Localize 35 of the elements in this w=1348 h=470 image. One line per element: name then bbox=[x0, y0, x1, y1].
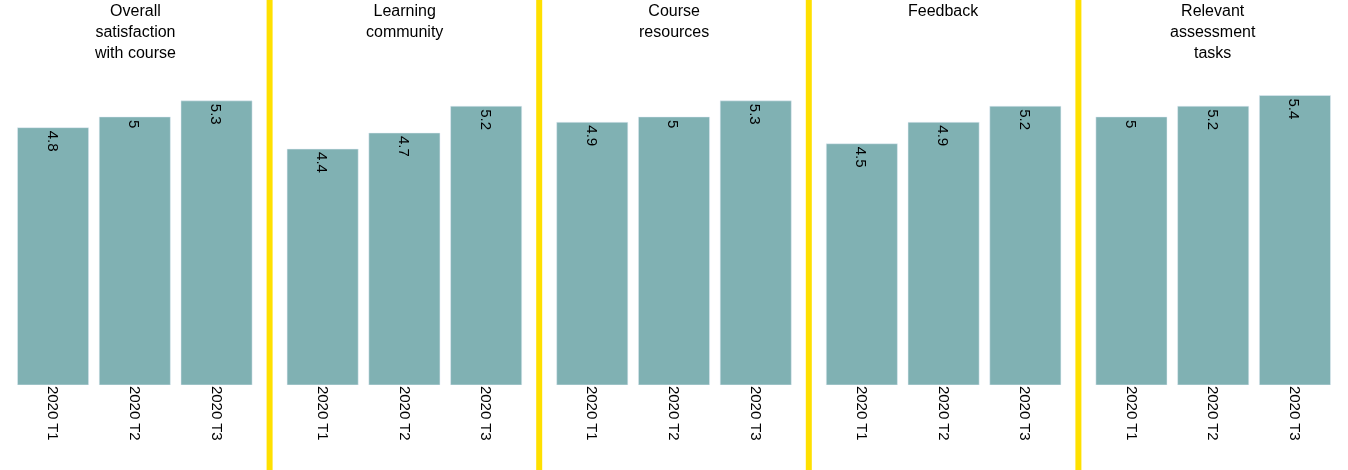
x-tick-label: 2020 T3 bbox=[1287, 385, 1305, 441]
data-label: 5 bbox=[126, 119, 144, 129]
data-label: 5.3 bbox=[208, 103, 226, 125]
data-label: 5.2 bbox=[1204, 109, 1222, 131]
data-label: 4.5 bbox=[853, 146, 871, 168]
data-label: 4.4 bbox=[314, 152, 332, 173]
chart-title: Feedback bbox=[908, 2, 980, 19]
x-tick-label: 2020 T2 bbox=[1205, 385, 1223, 441]
data-label: 5 bbox=[665, 119, 683, 129]
x-tick-label: 2020 T1 bbox=[45, 385, 63, 441]
x-tick-label: 2020 T2 bbox=[396, 385, 414, 441]
chart-title: Learning community bbox=[366, 2, 444, 40]
x-tick-label: 2020 T1 bbox=[584, 385, 602, 441]
data-label: 5.2 bbox=[477, 109, 495, 131]
x-tick-label: 2020 T2 bbox=[935, 385, 953, 441]
x-tick-label: 2020 T3 bbox=[208, 385, 226, 441]
x-tick-label: 2020 T1 bbox=[314, 385, 332, 441]
x-tick-label: 2020 T2 bbox=[666, 385, 684, 441]
data-label: 4.7 bbox=[395, 136, 413, 157]
chart-title: Course resources bbox=[639, 2, 710, 40]
x-tick-label: 2020 T1 bbox=[1123, 385, 1141, 441]
chart-title: Overall satisfaction with course bbox=[94, 2, 177, 61]
data-label: 4.9 bbox=[583, 125, 601, 147]
data-label: 4.8 bbox=[44, 130, 62, 152]
data-label: 4.9 bbox=[935, 125, 953, 147]
chart-title: Relevant assessment tasks bbox=[1170, 2, 1256, 61]
data-label: 5.2 bbox=[1016, 109, 1034, 131]
data-label: 5 bbox=[1122, 119, 1140, 129]
x-tick-label: 2020 T2 bbox=[126, 385, 144, 441]
data-label: 5.3 bbox=[747, 103, 765, 125]
data-label: 5.4 bbox=[1286, 98, 1304, 120]
x-tick-label: 2020 T3 bbox=[1017, 385, 1035, 441]
x-tick-label: 2020 T3 bbox=[747, 385, 765, 441]
x-tick-label: 2020 T1 bbox=[853, 385, 871, 441]
x-tick-label: 2020 T3 bbox=[478, 385, 496, 441]
